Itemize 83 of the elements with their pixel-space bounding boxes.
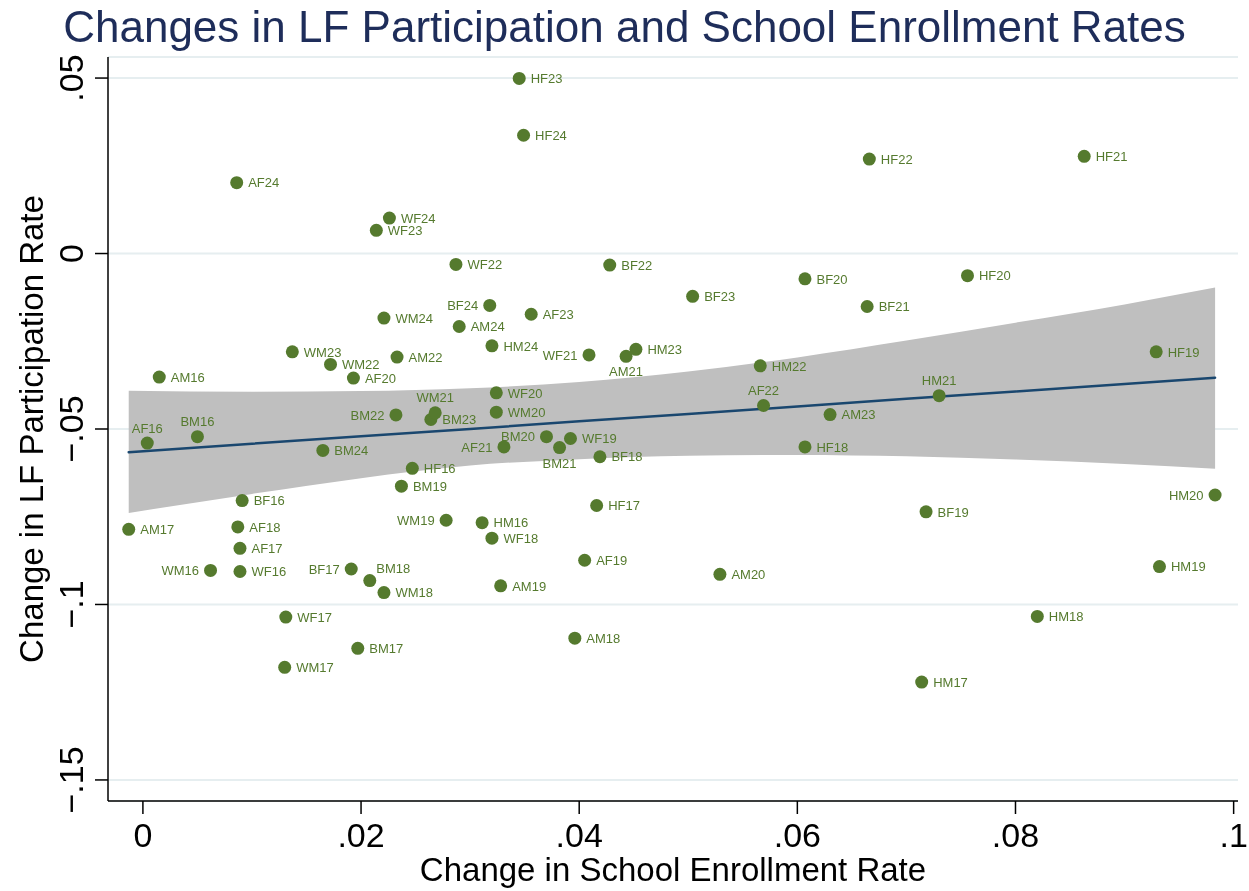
y-axis-title: Change in LF Participation Rate (13, 195, 50, 663)
data-label: HF17 (608, 498, 640, 514)
data-label: WM21 (416, 390, 454, 406)
data-label: WM22 (342, 357, 380, 373)
data-label: WF21 (542, 347, 578, 363)
y-tick-label: −.15 (52, 746, 90, 814)
y-tick-label: −.05 (52, 395, 90, 463)
data-label: BM23 (442, 412, 477, 428)
data-label: AM21 (609, 364, 644, 380)
data-label: BM24 (334, 443, 369, 459)
data-label: AF18 (249, 519, 281, 535)
data-label: BF22 (621, 257, 653, 273)
y-tick-label: −.1 (52, 580, 90, 629)
data-label: HF21 (1095, 149, 1128, 165)
data-label: HM20 (1168, 487, 1204, 503)
data-label: AM20 (731, 567, 766, 583)
data-label: WF23 (387, 223, 423, 239)
data-label: BF18 (611, 449, 643, 465)
data-label: WM20 (507, 404, 546, 420)
data-label: WF16 (251, 564, 287, 580)
data-label: WF19 (581, 431, 617, 447)
data-label: AF19 (596, 553, 628, 568)
data-label: HF22 (880, 151, 913, 167)
data-label: AM22 (408, 349, 443, 365)
chart-title: Changes in LF Participation and School Enrollment Rates (63, 2, 1186, 51)
data-label: HF20 (979, 268, 1011, 284)
data-label: AF24 (248, 175, 280, 191)
data-label: WF18 (503, 530, 539, 546)
data-label: WF17 (297, 609, 332, 625)
data-label: BM22 (350, 407, 385, 423)
data-label: BF16 (253, 493, 285, 509)
data-label: HM21 (921, 373, 957, 389)
data-label: BM16 (180, 414, 215, 430)
data-label: HM16 (493, 515, 529, 531)
data-label: WM19 (397, 513, 435, 528)
data-label: HM19 (1170, 559, 1206, 575)
data-label: AF16 (131, 420, 163, 436)
data-label: AM23 (841, 407, 876, 423)
data-label: AF21 (461, 439, 493, 455)
y-tick-label: .05 (52, 54, 90, 102)
data-label: BF20 (816, 271, 848, 287)
y-tick-label: 0 (52, 244, 90, 263)
data-label: AM19 (512, 578, 547, 594)
data-label: HF24 (535, 128, 567, 144)
data-label: HF18 (816, 439, 849, 455)
data-label: WM24 (395, 310, 434, 326)
data-label: HF19 (1167, 344, 1200, 360)
data-label: AF20 (364, 370, 396, 386)
data-label: HF16 (423, 461, 456, 477)
data-label: AF17 (251, 541, 283, 557)
data-label: HM23 (647, 342, 683, 358)
data-label: HM18 (1048, 609, 1084, 625)
data-label: AM24 (470, 319, 505, 335)
data-label: BM20 (501, 429, 535, 445)
data-label: AM17 (140, 522, 175, 538)
x-tick-label: .08 (991, 816, 1040, 855)
data-label: WM17 (296, 660, 334, 676)
data-label: BM17 (369, 641, 404, 657)
data-label: AM18 (586, 630, 621, 646)
data-label: BM21 (542, 455, 577, 471)
data-label: WM23 (303, 344, 342, 360)
data-label: WF24 (400, 210, 436, 226)
x-tick-label: 0 (133, 816, 153, 855)
data-label: AF22 (747, 382, 780, 398)
data-label: WF22 (467, 257, 503, 273)
data-label: WM18 (395, 585, 434, 601)
data-label: BF19 (937, 504, 969, 520)
data-label: BM19 (412, 478, 447, 494)
data-label: WF20 (507, 385, 543, 401)
data-label: HM17 (933, 674, 968, 690)
data-label: HM24 (503, 338, 539, 354)
data-label: AF23 (542, 306, 574, 322)
x-tick-label: .1 (1219, 816, 1248, 855)
x-tick-label: .02 (337, 816, 385, 855)
data-label: BF21 (878, 299, 910, 315)
data-label: AM16 (170, 369, 205, 385)
data-label: BF23 (704, 289, 736, 305)
data-label: BM18 (376, 561, 411, 577)
data-label: WM16 (161, 563, 200, 579)
data-label: BF24 (447, 298, 479, 314)
data-label: HM22 (771, 358, 807, 374)
data-label: HF23 (530, 71, 563, 87)
data-label: BF17 (308, 561, 340, 577)
